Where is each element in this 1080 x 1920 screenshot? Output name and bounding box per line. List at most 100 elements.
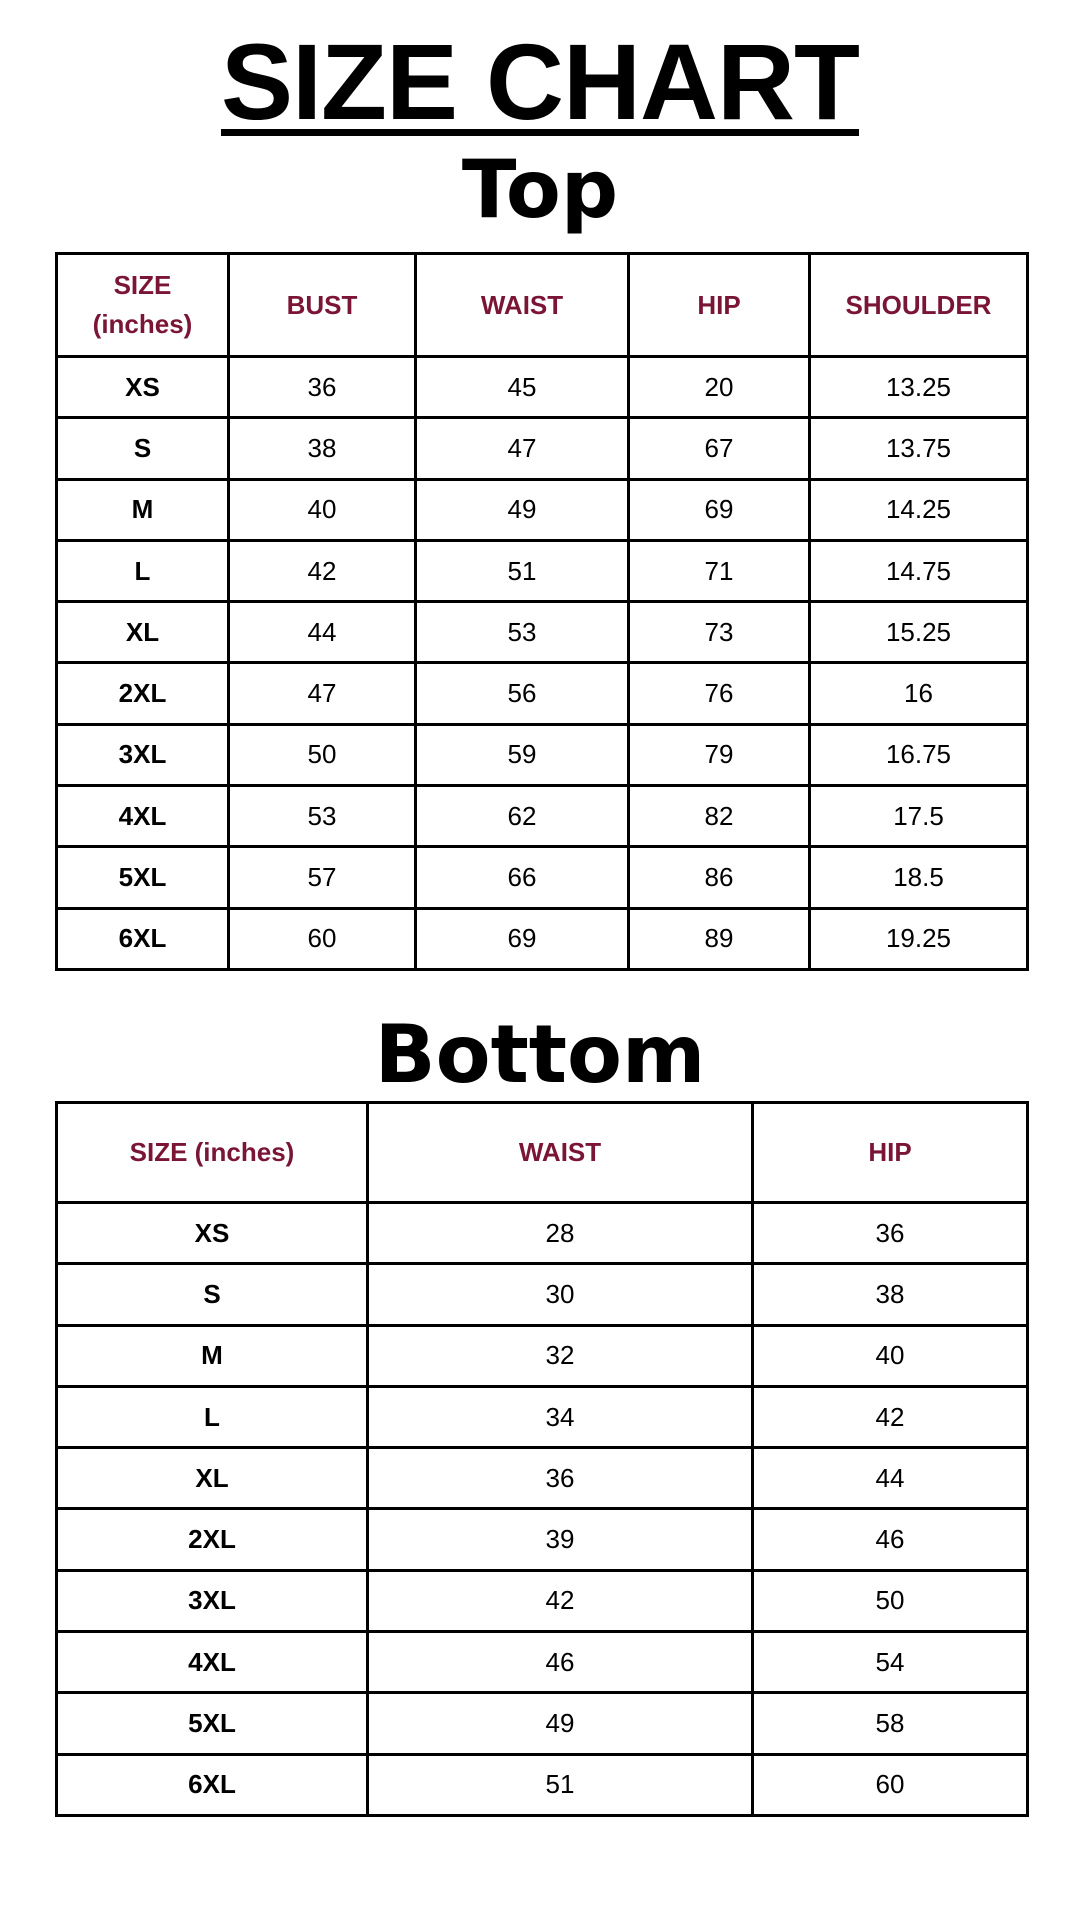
value-cell: 53 <box>414 600 630 665</box>
value-cell: 73 <box>627 600 811 665</box>
value-cell: 51 <box>366 1752 754 1817</box>
bottom-heading: Bottom <box>374 1008 706 1101</box>
size-cell: L <box>55 1384 369 1450</box>
value-cell: 16.75 <box>808 722 1029 788</box>
table-row: M 32 40 <box>55 1323 1029 1388</box>
value-cell: 53 <box>227 784 417 849</box>
table-row: S 38 47 67 13.75 <box>55 416 1029 481</box>
value-cell: 76 <box>627 661 811 726</box>
top-size-table: SIZE (inches) BUST WAIST HIP SHOULDER XS 36 45 2… <box>55 252 1029 971</box>
size-cell: 3XL <box>55 1568 369 1634</box>
value-cell: 50 <box>227 722 417 788</box>
page-title: SIZE CHART <box>0 28 1080 136</box>
column-header: BUST <box>227 252 417 358</box>
top-heading: Top <box>461 143 619 236</box>
value-cell: 34 <box>366 1384 754 1450</box>
value-cell: 47 <box>227 661 417 726</box>
value-cell: 30 <box>366 1262 754 1327</box>
table-row: 2XL 39 46 <box>55 1507 1029 1572</box>
size-cell: L <box>55 538 230 604</box>
value-cell: 13.75 <box>808 416 1029 481</box>
header-row: SIZE (inches) WAIST HIP <box>55 1101 1029 1204</box>
table-row: S 30 38 <box>55 1262 1029 1327</box>
table-row: 5XL 57 66 86 18.5 <box>55 845 1029 910</box>
page-title-text: SIZE CHART <box>221 21 860 142</box>
column-header: SHOULDER <box>808 252 1029 358</box>
value-cell: 69 <box>414 906 630 971</box>
column-header: SIZE (inches) <box>55 1101 369 1204</box>
value-cell: 54 <box>751 1630 1029 1695</box>
table-row: XS 28 36 <box>55 1200 1029 1266</box>
value-cell: 86 <box>627 845 811 910</box>
value-cell: 50 <box>751 1568 1029 1634</box>
value-cell: 46 <box>751 1507 1029 1572</box>
size-cell: 6XL <box>55 1752 369 1817</box>
table-row: 3XL 50 59 79 16.75 <box>55 722 1029 788</box>
value-cell: 42 <box>227 538 417 604</box>
value-cell: 71 <box>627 538 811 604</box>
value-cell: 40 <box>751 1323 1029 1388</box>
size-cell: 6XL <box>55 906 230 971</box>
table-row: 6XL 51 60 <box>55 1752 1029 1817</box>
value-cell: 38 <box>227 416 417 481</box>
table-row: 6XL 60 69 89 19.25 <box>55 906 1029 971</box>
column-header: HIP <box>751 1101 1029 1204</box>
column-header: WAIST <box>414 252 630 358</box>
table-row: XL 36 44 <box>55 1446 1029 1511</box>
table-row: XL 44 53 73 15.25 <box>55 600 1029 665</box>
value-cell: 82 <box>627 784 811 849</box>
size-cell: XL <box>55 1446 369 1511</box>
column-header: WAIST <box>366 1101 754 1204</box>
value-cell: 49 <box>414 477 630 542</box>
size-cell: 5XL <box>55 845 230 910</box>
size-cell: S <box>55 1262 369 1327</box>
size-cell: XS <box>55 354 230 420</box>
header-row: SIZE (inches) BUST WAIST HIP SHOULDER <box>55 252 1029 358</box>
value-cell: 67 <box>627 416 811 481</box>
size-cell: XL <box>55 600 230 665</box>
value-cell: 40 <box>227 477 417 542</box>
size-cell: 2XL <box>55 1507 369 1572</box>
size-cell: S <box>55 416 230 481</box>
table-row: 4XL 53 62 82 17.5 <box>55 784 1029 849</box>
value-cell: 62 <box>414 784 630 849</box>
value-cell: 42 <box>366 1568 754 1634</box>
value-cell: 49 <box>366 1691 754 1756</box>
value-cell: 58 <box>751 1691 1029 1756</box>
value-cell: 89 <box>627 906 811 971</box>
value-cell: 36 <box>366 1446 754 1511</box>
size-cell: 2XL <box>55 661 230 726</box>
size-cell: M <box>55 1323 369 1388</box>
size-cell: 3XL <box>55 722 230 788</box>
value-cell: 14.75 <box>808 538 1029 604</box>
value-cell: 45 <box>414 354 630 420</box>
table-row: 2XL 47 56 76 16 <box>55 661 1029 726</box>
table-row: M 40 49 69 14.25 <box>55 477 1029 542</box>
column-header: HIP <box>627 252 811 358</box>
size-cell: XS <box>55 1200 369 1266</box>
bottom-size-table: SIZE (inches) WAIST HIP XS 28 36 S 30 38 M 32 40 L 34… <box>55 1101 1029 1817</box>
value-cell: 66 <box>414 845 630 910</box>
table-row: L 42 51 71 14.75 <box>55 538 1029 604</box>
value-cell: 57 <box>227 845 417 910</box>
value-cell: 36 <box>227 354 417 420</box>
table-row: 5XL 49 58 <box>55 1691 1029 1756</box>
value-cell: 56 <box>414 661 630 726</box>
value-cell: 60 <box>751 1752 1029 1817</box>
value-cell: 39 <box>366 1507 754 1572</box>
value-cell: 19.25 <box>808 906 1029 971</box>
value-cell: 59 <box>414 722 630 788</box>
value-cell: 47 <box>414 416 630 481</box>
table-row: XS 36 45 20 13.25 <box>55 354 1029 420</box>
value-cell: 20 <box>627 354 811 420</box>
value-cell: 14.25 <box>808 477 1029 542</box>
value-cell: 60 <box>227 906 417 971</box>
size-cell: 4XL <box>55 1630 369 1695</box>
column-header: SIZE (inches) <box>55 252 230 358</box>
table-row: 3XL 42 50 <box>55 1568 1029 1634</box>
value-cell: 42 <box>751 1384 1029 1450</box>
size-cell: 5XL <box>55 1691 369 1756</box>
value-cell: 44 <box>751 1446 1029 1511</box>
table-row: 4XL 46 54 <box>55 1630 1029 1695</box>
value-cell: 38 <box>751 1262 1029 1327</box>
